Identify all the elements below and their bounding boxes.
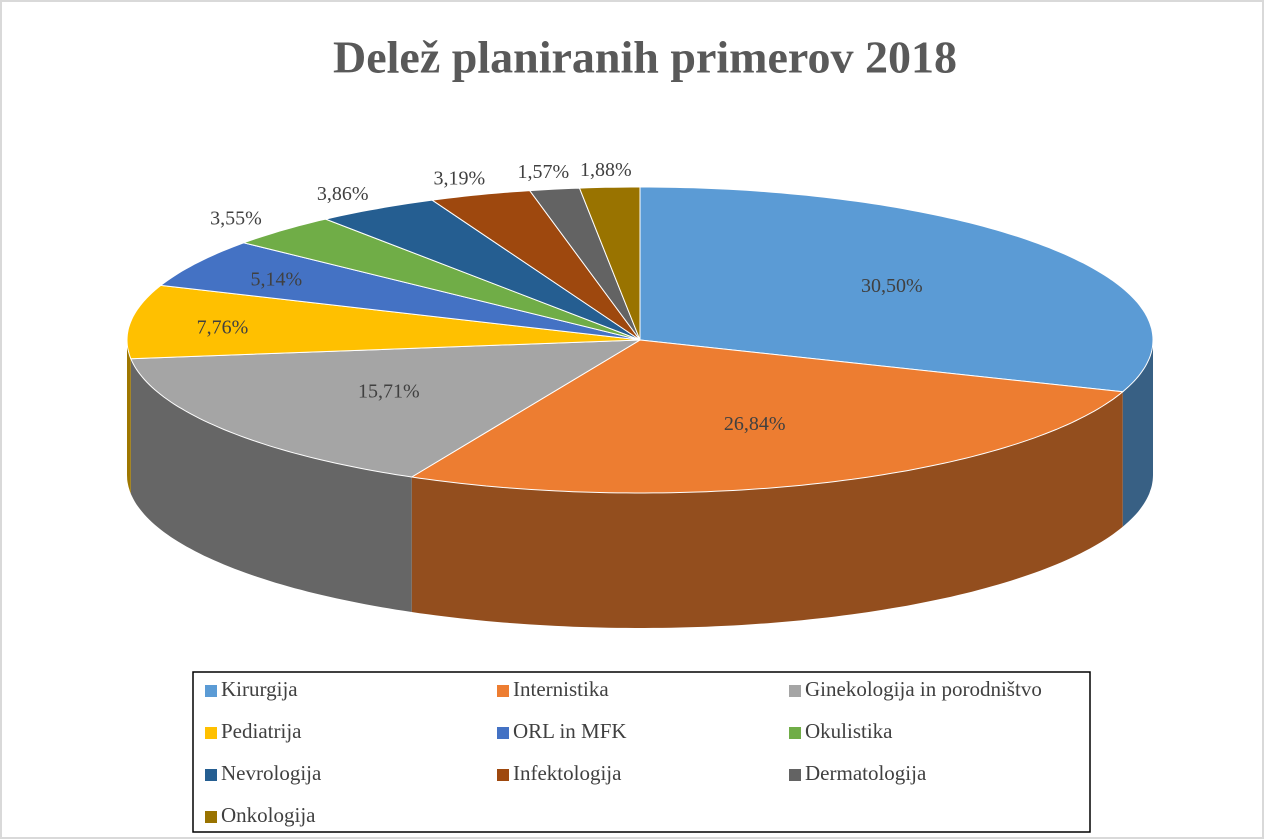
slice bbox=[126, 284, 641, 360]
slice bbox=[410, 339, 1124, 494]
legend-swatch bbox=[497, 685, 509, 697]
legend-label: Dermatologija bbox=[805, 761, 927, 785]
slice bbox=[241, 218, 641, 341]
legend-swatch bbox=[789, 685, 801, 697]
slice bbox=[130, 339, 641, 478]
legend-label: Ginekologija in porodništvo bbox=[805, 677, 1042, 701]
slice-side bbox=[127, 340, 131, 494]
data-label: 30,50% bbox=[861, 275, 923, 297]
legend-swatch bbox=[205, 769, 217, 781]
slice bbox=[639, 186, 1154, 393]
slice bbox=[159, 242, 641, 341]
slice-side bbox=[411, 391, 1123, 628]
legend-label: Pediatrija bbox=[221, 719, 302, 743]
data-label: 5,14% bbox=[250, 269, 302, 291]
slice-side bbox=[1122, 340, 1153, 527]
legend-swatch bbox=[789, 727, 801, 739]
legend-box bbox=[192, 671, 1091, 833]
legend-label: Kirurgija bbox=[221, 677, 298, 701]
data-label: 26,84% bbox=[724, 413, 786, 435]
legend-swatch bbox=[205, 685, 217, 697]
slice-side bbox=[130, 358, 412, 612]
legend-swatch bbox=[205, 811, 217, 823]
slice bbox=[323, 199, 641, 341]
data-label: 1,88% bbox=[580, 159, 632, 181]
data-label: 3,86% bbox=[317, 183, 369, 205]
slice bbox=[430, 190, 641, 341]
legend-label: Internistika bbox=[513, 677, 609, 701]
legend-label: Nevrologija bbox=[221, 761, 322, 785]
data-label: 3,19% bbox=[433, 167, 485, 189]
data-label: 3,55% bbox=[210, 208, 262, 230]
data-label: 15,71% bbox=[358, 381, 420, 403]
legend-label: Infektologija bbox=[513, 761, 622, 785]
data-label: 1,57% bbox=[518, 161, 570, 183]
legend-label: Onkologija bbox=[221, 803, 316, 827]
legend-swatch bbox=[789, 769, 801, 781]
legend-swatch bbox=[205, 727, 217, 739]
slice bbox=[528, 187, 641, 341]
data-label: 7,76% bbox=[197, 316, 249, 338]
legend-swatch bbox=[497, 769, 509, 781]
chart-title: Delež planiranih primerov 2018 bbox=[333, 32, 957, 83]
slice bbox=[578, 186, 641, 341]
legend-label: Okulistika bbox=[805, 719, 893, 743]
legend-label: ORL in MFK bbox=[513, 719, 627, 743]
legend-swatch bbox=[497, 727, 509, 739]
